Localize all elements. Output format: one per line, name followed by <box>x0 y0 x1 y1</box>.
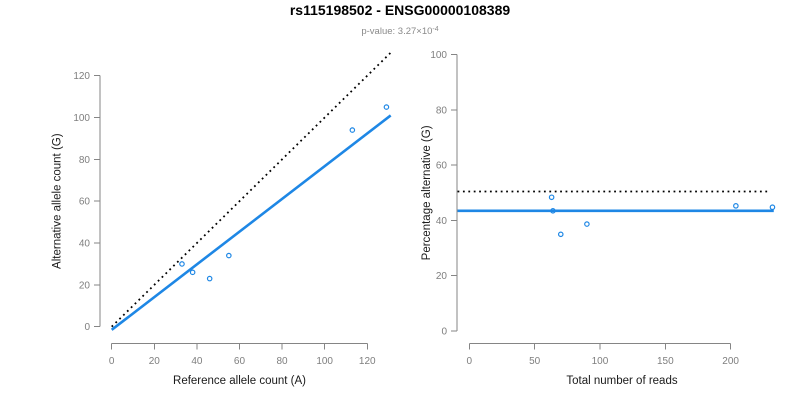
y-tick-label: 0 <box>84 322 90 333</box>
data-point <box>557 231 564 238</box>
tick-labels: 0 20 40 60 80 100 120 0 20 40 60 80 100 120 <box>73 71 376 367</box>
y-tick-label: 20 <box>79 280 91 291</box>
data-point <box>584 221 590 227</box>
y-tick-label: 40 <box>436 216 448 227</box>
y-tick-label: 80 <box>436 105 448 116</box>
data-point <box>733 203 739 209</box>
y-tick-label: 20 <box>436 271 448 282</box>
pvalue-exponent: -4 <box>432 25 439 33</box>
x-axis-title: Reference allele count (A) <box>173 375 306 387</box>
pvalue-text: p-value: 3.27×10 <box>361 26 433 38</box>
y-tick-label: 120 <box>73 71 90 82</box>
data-point <box>769 204 776 211</box>
y-tick-label: 100 <box>430 50 447 61</box>
allele-counts-plot: 0 20 40 60 80 100 120 0 20 40 60 80 100 120 Reference … <box>52 52 392 387</box>
x-tick-label: 50 <box>529 356 541 367</box>
x-tick-label: 100 <box>592 356 609 367</box>
y-axis-title: Percentage alternative (G) <box>421 125 433 260</box>
data-point <box>226 252 232 259</box>
data-point <box>548 194 555 201</box>
x-tick-label: 20 <box>149 356 161 367</box>
axes <box>94 75 368 350</box>
y-tick-label: 100 <box>73 113 90 124</box>
x-tick-label: 40 <box>191 356 203 367</box>
data-point <box>349 127 356 133</box>
x-tick-label: 120 <box>359 356 376 367</box>
figure-title: rs115198502 - ENSG00000108389 <box>289 2 511 18</box>
figure-subtitle: p-value: 3.27×10-4 <box>0 23 800 38</box>
regression-line <box>110 114 392 331</box>
data-points <box>179 104 390 282</box>
data-point <box>383 104 390 110</box>
x-tick-label: 0 <box>109 356 115 367</box>
data-point <box>189 269 196 276</box>
tick-labels: 0 20 40 60 80 100 0 50 100 150 200 <box>430 50 739 367</box>
y-tick-label: 40 <box>79 239 91 250</box>
x-tick-label: 60 <box>234 356 246 367</box>
data-point <box>179 261 185 267</box>
data-point <box>206 275 213 282</box>
y-tick-label: 60 <box>79 197 91 208</box>
x-tick-label: 200 <box>722 356 739 367</box>
y-tick-label: 0 <box>441 327 447 338</box>
axes <box>451 54 732 350</box>
identity-line <box>111 52 392 328</box>
x-tick-label: 100 <box>316 356 333 367</box>
data-points <box>548 194 776 238</box>
y-axis-title: Alternative allele count (G) <box>52 133 64 269</box>
y-tick-label: 80 <box>79 155 91 166</box>
x-axis-title: Total number of reads <box>566 375 677 387</box>
x-tick-label: 0 <box>467 356 473 367</box>
data-point <box>550 208 556 214</box>
percentage-alternative-plot: 0 20 40 60 80 100 0 50 100 150 200 Total number of … <box>421 50 776 387</box>
y-tick-label: 60 <box>436 161 448 172</box>
x-tick-label: 150 <box>657 356 674 367</box>
x-tick-label: 80 <box>277 356 289 367</box>
